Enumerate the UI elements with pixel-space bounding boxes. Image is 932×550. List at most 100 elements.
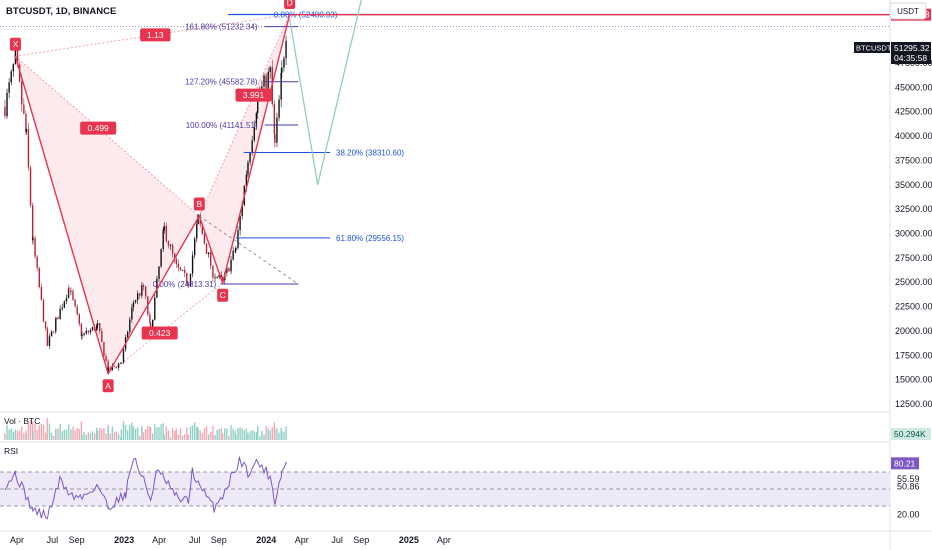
volume-bar [191,425,194,440]
symbol-badge-text: BTCUSDT [856,44,892,53]
ratio-tag-box [235,88,272,102]
volume-badge-text: 50.294K [894,429,926,439]
volume-bar [239,427,241,440]
candle-body [129,319,131,332]
volume-bar [276,428,278,440]
level-label: 38.20% (38310.60) [336,149,404,158]
candle-body [139,293,141,296]
time-tick-label: Sep [353,535,369,545]
candle-body [59,308,61,320]
candle-body [285,40,287,59]
candle-body [158,266,160,279]
candle-body [212,266,214,278]
volume-bar [16,430,19,440]
candle-body [257,95,259,113]
symbol-title: BTCUSDT, 1D, BINANCE [6,6,116,17]
volume-bar [177,434,180,440]
volume-bar [10,428,12,440]
volume-bar [232,428,234,440]
volume-bar [218,429,220,440]
candle-body [134,300,137,303]
price-tick-label: 32500.00 [895,204,932,214]
volume-bar [63,429,66,440]
volume-bar [162,423,164,440]
candle-body [175,258,178,264]
price-tick-label: 35000.00 [895,180,932,190]
currency-button[interactable]: USDT [889,2,927,20]
volume-bar [59,424,61,440]
ratio-tag-box [141,326,178,340]
volume-bar [111,426,114,440]
candle-body [99,323,101,332]
candle-body [105,356,107,362]
volume-bar [160,423,162,440]
candle-body [85,330,87,334]
volume-bar [103,428,105,440]
volume-bar [203,428,206,440]
candle-body [131,307,133,320]
point-label-b: B [193,197,205,211]
time-tick-label: Apr [10,535,24,545]
candle-body [61,307,63,309]
candle-body [273,104,276,135]
currency-button-label[interactable]: USDT [897,7,919,16]
volume-bar [144,428,147,440]
candle-body [169,245,172,246]
volume-bar [72,426,74,440]
candle-body [203,234,206,244]
leg-xa [14,55,109,374]
candle-body [239,216,241,231]
candle-body [171,245,174,254]
candle-body [283,58,285,68]
volume-bar [196,426,198,440]
volume-bar [186,427,188,440]
level-label: 100.00% (41141.51) [186,121,258,130]
time-axis[interactable]: Apr Jul Sep 2023 Apr Jul Sep 2024 Apr Jul Sep 2025 A… [10,535,451,545]
time-tick-label: Sep [211,535,227,545]
volume-bar [6,424,8,440]
price-axis[interactable]: 47500.0045000.0042500.0040000.0037500.00… [895,58,932,409]
candle-body [278,99,280,118]
currency-button-box[interactable] [889,2,927,20]
volume-bar [224,428,226,440]
candle-body [40,287,43,300]
candle-body [122,349,125,363]
volume-bar [52,435,55,440]
volume-bar [181,435,184,440]
volume-bar [187,434,190,440]
volume-bar [67,424,70,440]
volume-bar [65,429,68,440]
volume-bar [107,426,109,440]
volume-bar [139,435,141,440]
volume-bar [205,425,208,440]
candle-body [76,306,78,315]
point-label-box [217,288,229,302]
volume-bar [129,425,131,440]
candle-body [174,253,176,259]
candle-body [255,112,258,127]
price-tick-label: 30000.00 [895,229,932,239]
rsi-tick-label: 55.59 [897,474,920,484]
candle-body [68,287,70,292]
volume-bar [89,433,92,440]
candle-body [16,49,19,65]
volume-bar [122,421,125,440]
candle-body [249,152,251,163]
candle-body [50,331,53,337]
volume-bar [283,431,285,440]
candle-body [80,323,83,337]
last-price-text: 51295.32 [894,43,930,53]
price-tick-label: 27500.00 [895,253,932,263]
candle-body [187,283,190,287]
volume-bar [235,434,237,440]
volume-bar [12,431,15,440]
point-label-c: C [217,288,229,302]
leg-xb [15,55,200,217]
volume-bar [274,426,276,440]
point-label-box [284,0,296,9]
candle-body [207,252,210,254]
level-label: 161.80% (51232.34) [185,23,258,32]
volume-bar [154,424,156,440]
